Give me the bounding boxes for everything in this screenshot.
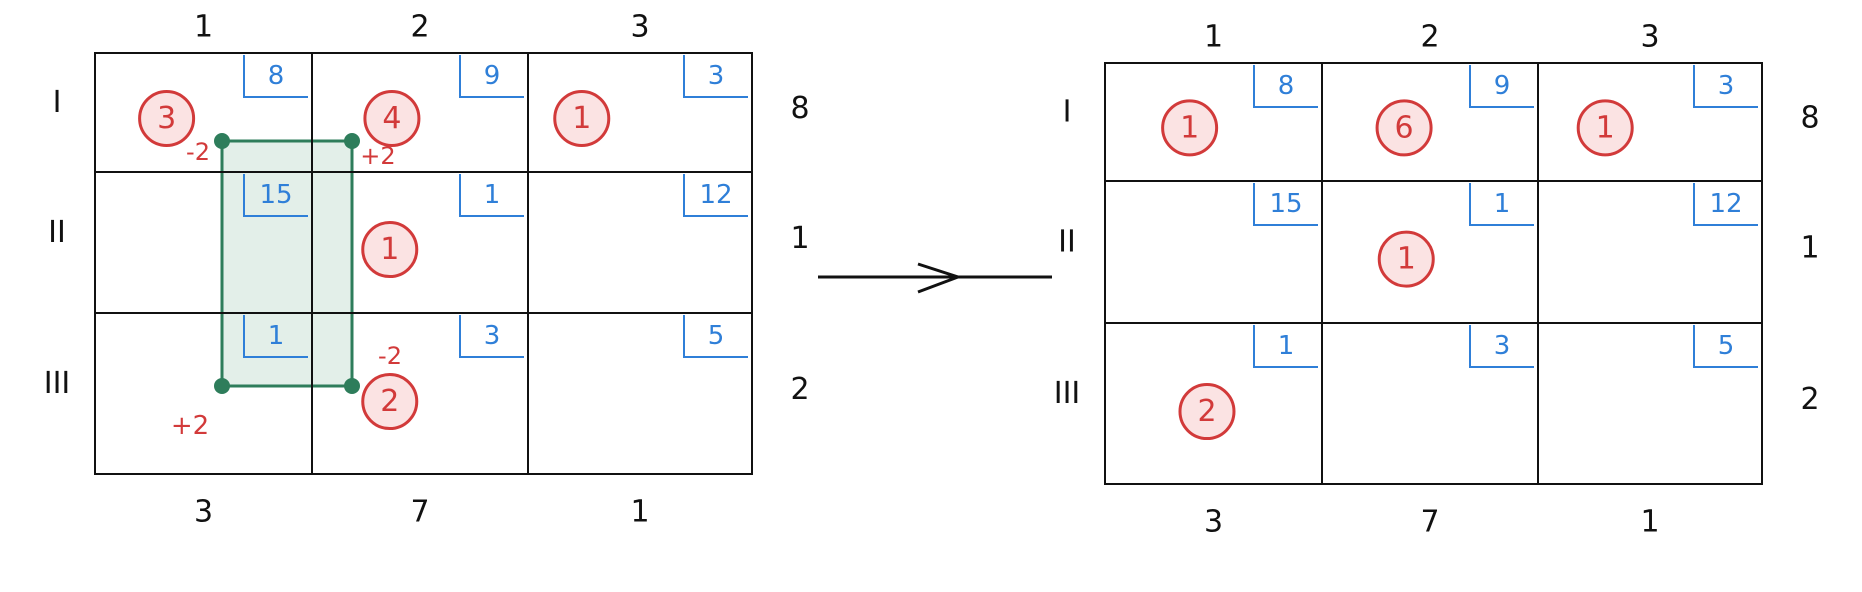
cycle-corner-dot (344, 133, 360, 149)
allocation-circle (1576, 99, 1634, 157)
column-header: 3 (630, 10, 649, 45)
column-header: 2 (410, 10, 429, 45)
allocation-value: 3 (157, 101, 176, 136)
column-header: 3 (1640, 20, 1659, 55)
cost-box (1253, 183, 1318, 226)
cost-box (1253, 325, 1318, 368)
demand-value: 1 (1640, 505, 1659, 540)
cost-value: 3 (1718, 71, 1735, 101)
allocation-circle (1161, 99, 1219, 157)
allocation-value: 1 (1180, 110, 1199, 145)
cycle-sign: -2 (378, 342, 402, 370)
allocation-circle (1375, 99, 1433, 157)
cycle-corner-dot (344, 378, 360, 394)
cycle-sign: +2 (360, 142, 395, 170)
allocation-circle (553, 89, 611, 147)
supply-value: 8 (790, 91, 809, 126)
allocation-circle (361, 221, 419, 279)
left-transport-table: 1 3 2 7 3 1 I 8 II 1 III 2 8 3 9 4 3 1 15 1 1 12 1 3 2 5 -2 +2 -2 +2 (44, 10, 810, 530)
allocation-value: 1 (572, 101, 591, 136)
cost-box (459, 315, 524, 358)
allocation-value: 6 (1395, 110, 1414, 145)
supply-value: 1 (1800, 231, 1819, 266)
supply-value: 1 (790, 221, 809, 256)
cost-box (683, 315, 748, 358)
cost-value: 3 (708, 61, 725, 91)
cost-value: 3 (1494, 331, 1511, 361)
allocation-value: 1 (1596, 110, 1615, 145)
cost-box (1469, 183, 1534, 226)
table-border (94, 52, 753, 475)
row-header: II (48, 215, 66, 250)
right-arrow-icon (818, 262, 1052, 294)
cost-box (683, 55, 748, 98)
cost-box (683, 174, 748, 217)
cost-value: 15 (1269, 189, 1302, 219)
cycle-rectangle (220, 139, 354, 388)
supply-value: 2 (790, 372, 809, 407)
arrow-head (917, 262, 963, 294)
allocation-circle (138, 89, 196, 147)
cost-value: 1 (1278, 331, 1295, 361)
cost-box (1469, 65, 1534, 108)
cycle-sign: -2 (186, 138, 210, 166)
allocation-circle (1178, 383, 1236, 441)
demand-value: 3 (1204, 505, 1223, 540)
allocation-value: 4 (382, 101, 401, 136)
row-header: II (1058, 225, 1076, 260)
column-header: 2 (1420, 20, 1439, 55)
cost-value: 9 (1494, 71, 1511, 101)
cost-box (1469, 325, 1534, 368)
cost-value: 5 (708, 321, 725, 351)
allocation-value: 1 (380, 232, 399, 267)
cost-box (459, 174, 524, 217)
cost-value: 1 (484, 180, 501, 210)
allocation-circle (363, 89, 421, 147)
table-border (1104, 62, 1763, 485)
cost-value: 12 (1709, 189, 1742, 219)
row-header: I (1063, 95, 1072, 130)
demand-value: 7 (1420, 505, 1439, 540)
allocation-value: 1 (1397, 242, 1416, 277)
column-header: 1 (1204, 20, 1223, 55)
cost-box (1253, 65, 1318, 108)
row-header: III (1054, 376, 1081, 411)
cost-value: 15 (259, 180, 292, 210)
cost-value: 8 (1278, 71, 1295, 101)
cost-value: 9 (484, 61, 501, 91)
cost-value: 8 (268, 61, 285, 91)
cycle-sign: +2 (171, 411, 209, 441)
cost-box (243, 174, 308, 217)
cost-box (243, 55, 308, 98)
cost-box (243, 315, 308, 358)
cost-box (459, 55, 524, 98)
allocation-value: 2 (1197, 394, 1216, 429)
cost-box (1693, 183, 1758, 226)
cost-box (1693, 325, 1758, 368)
cycle-corner-dot (214, 133, 230, 149)
allocation-value: 2 (380, 384, 399, 419)
demand-value: 7 (410, 495, 429, 530)
cost-value: 1 (1494, 189, 1511, 219)
cost-box (1693, 65, 1758, 108)
demand-value: 3 (194, 495, 213, 530)
allocation-circle (361, 373, 419, 431)
cost-value: 5 (1718, 331, 1735, 361)
cost-value: 3 (484, 321, 501, 351)
column-header: 1 (194, 10, 213, 45)
demand-value: 1 (630, 495, 649, 530)
allocation-circle (1377, 230, 1435, 288)
cost-value: 12 (699, 180, 732, 210)
cost-value: 1 (268, 321, 285, 351)
row-header: III (44, 366, 71, 401)
cycle-corner-dot (214, 378, 230, 394)
supply-value: 2 (1800, 382, 1819, 417)
supply-value: 8 (1800, 101, 1819, 136)
row-header: I (53, 85, 62, 120)
